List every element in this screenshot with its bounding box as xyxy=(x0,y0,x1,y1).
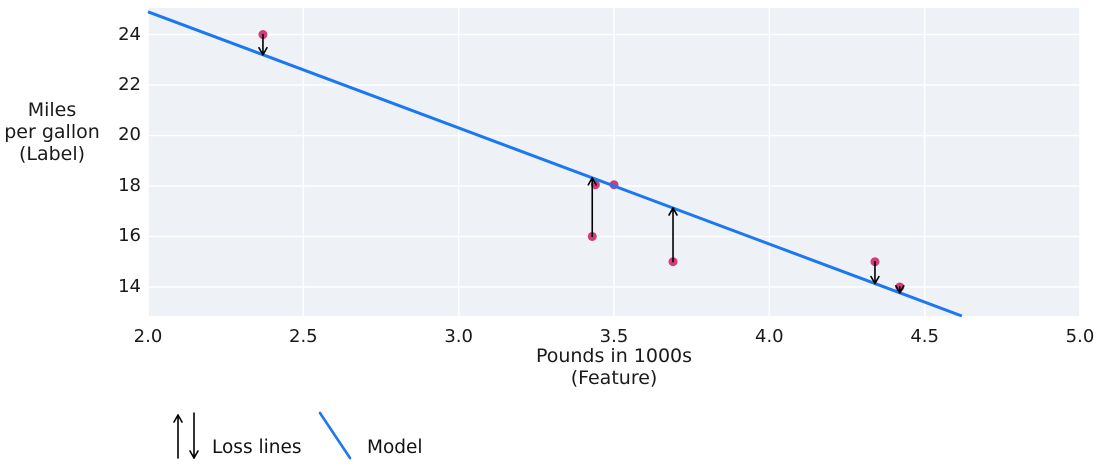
model-line-icon xyxy=(318,411,352,460)
loss-arrow-down xyxy=(895,285,905,294)
x-tick-label: 3.5 xyxy=(599,326,629,347)
x-tick-label: 5.0 xyxy=(1065,326,1095,347)
y-axis-label: Miles per gallon (Label) xyxy=(0,99,104,165)
loss-arrow-down xyxy=(258,33,268,56)
loss-arrow-up xyxy=(668,207,678,263)
loss-arrow-part xyxy=(870,275,880,285)
x-axis-label-line: (Feature) xyxy=(570,367,658,389)
y-axis-label-line: Miles xyxy=(27,99,77,121)
x-tick-label: 4.5 xyxy=(910,326,939,347)
x-tick-label: 2.5 xyxy=(289,326,318,347)
legend-label-loss-lines: Loss lines xyxy=(212,437,302,458)
y-axis-label-line: per gallon xyxy=(4,121,100,143)
loss-arrows-icon xyxy=(173,412,199,459)
loss-arrow-up xyxy=(587,177,598,238)
y-tick-label: 22 xyxy=(118,74,141,95)
x-axis-label-line: Pounds in 1000s xyxy=(535,345,693,367)
x-axis-label: Pounds in 1000s (Feature) xyxy=(448,345,780,389)
loss-arrow-down xyxy=(870,260,880,285)
loss-arrow-part xyxy=(587,177,598,186)
legend-label-model: Model xyxy=(367,437,423,458)
y-axis-label-line: (Label) xyxy=(18,143,86,165)
y-tick-label: 16 xyxy=(118,225,141,247)
model-line xyxy=(147,10,963,318)
loss-arrow-part xyxy=(668,207,678,216)
loss-arrow-part xyxy=(895,285,905,294)
x-tick-label: 3.0 xyxy=(444,326,473,347)
y-tick-label: 24 xyxy=(118,23,141,45)
y-tick-label: 14 xyxy=(118,275,141,297)
x-tick-label: 2.0 xyxy=(133,326,163,347)
y-tick-label: 20 xyxy=(118,124,141,146)
x-tick-label: 4.0 xyxy=(755,326,784,347)
y-tick-label: 18 xyxy=(118,174,141,196)
loss-arrow-part xyxy=(258,46,268,56)
